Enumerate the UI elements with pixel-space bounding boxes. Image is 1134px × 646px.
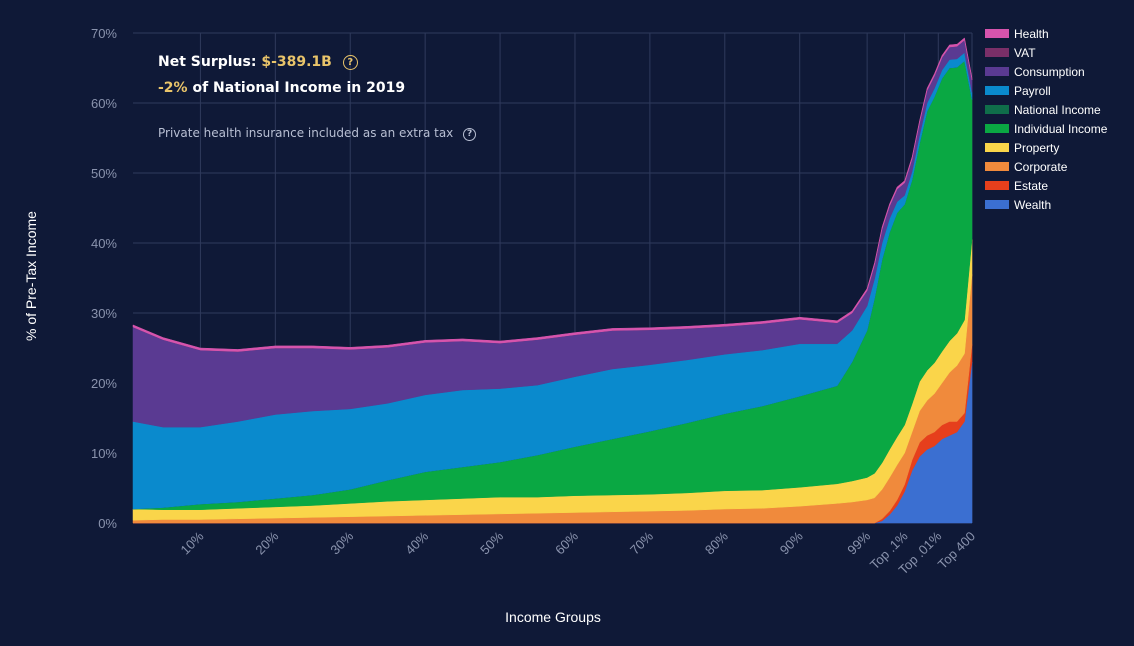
legend-swatch	[985, 29, 1009, 38]
health-insurance-note-text: Private health insurance included as an …	[158, 126, 454, 140]
net-surplus-value: $-389.1B	[261, 54, 332, 70]
legend-label: Payroll	[1014, 84, 1051, 98]
x-tick-label: 40%	[402, 528, 431, 557]
y-tick-label: 20%	[91, 376, 117, 391]
x-axis-title: Income Groups	[505, 609, 601, 625]
legend-swatch	[985, 67, 1009, 76]
y-tick-label: 40%	[91, 236, 117, 251]
x-tick-label: 30%	[327, 528, 356, 557]
national-income-pct: -2%	[158, 80, 188, 96]
net-surplus-label: Net Surplus:	[158, 54, 257, 70]
x-tick-label: 10%	[178, 528, 207, 557]
y-tick-label: 70%	[91, 26, 117, 41]
x-tick-label: 20%	[252, 528, 281, 557]
area-health[interactable]	[132, 37, 973, 352]
legend-item-individual-income[interactable]: Individual Income	[985, 122, 1108, 136]
legend-item-property[interactable]: Property	[985, 141, 1059, 155]
y-axis-title: % of Pre-Tax Income	[23, 211, 39, 341]
x-axis-ticks: 10% 20% 30% 40% 50% 60% 70% 80% 90% 99%Top .1%Top…	[178, 528, 979, 577]
y-tick-label: 0%	[98, 516, 117, 531]
legend-label: National Income	[1014, 103, 1101, 117]
legend-swatch	[985, 181, 1009, 190]
x-tick-label: 60%	[552, 528, 581, 557]
legend-label: Individual Income	[1014, 122, 1108, 136]
legend-item-payroll[interactable]: Payroll	[985, 84, 1051, 98]
legend-label: VAT	[1014, 46, 1036, 60]
x-tick-label: 70%	[627, 528, 656, 557]
legend-item-corporate[interactable]: Corporate	[985, 160, 1068, 174]
legend-label: Wealth	[1014, 198, 1051, 212]
legend-swatch	[985, 200, 1009, 209]
help-icon[interactable]: ?	[342, 55, 358, 70]
y-tick-label: 10%	[91, 446, 117, 461]
legend-swatch	[985, 162, 1009, 171]
y-tick-label: 60%	[91, 96, 117, 111]
help-icon[interactable]: ?	[463, 128, 477, 141]
x-tick-label: 90%	[777, 528, 806, 557]
y-axis-ticks: 0% 10% 20% 30% 40% 50% 60% 70%	[91, 26, 117, 531]
x-tick-label: 50%	[477, 528, 506, 557]
y-tick-label: 30%	[91, 306, 117, 321]
legend-label: Corporate	[1014, 160, 1068, 174]
national-income-line: -2% of National Income in 2019	[158, 80, 405, 96]
national-income-suffix: of National Income in 2019	[192, 80, 406, 96]
legend-swatch	[985, 105, 1009, 114]
legend-item-vat[interactable]: VAT	[985, 46, 1036, 60]
legend-item-estate[interactable]: Estate	[985, 179, 1048, 193]
y-tick-label: 50%	[91, 166, 117, 181]
legend-swatch	[985, 124, 1009, 133]
x-tick-label: Top 400	[935, 529, 978, 572]
legend-label: Health	[1014, 27, 1049, 41]
area-series-group	[132, 37, 973, 524]
legend-label: Property	[1014, 141, 1059, 155]
legend: Health VAT Consumption Payroll National Inco…	[985, 27, 1108, 212]
legend-swatch	[985, 86, 1009, 95]
legend-label: Consumption	[1014, 65, 1085, 79]
legend-item-health[interactable]: Health	[985, 27, 1049, 41]
x-tick-label: 80%	[702, 528, 731, 557]
legend-swatch	[985, 48, 1009, 57]
health-insurance-note: Private health insurance included as an …	[158, 126, 477, 141]
legend-item-consumption[interactable]: Consumption	[985, 65, 1085, 79]
x-tick-label: 99%	[844, 528, 873, 557]
legend-item-wealth[interactable]: Wealth	[985, 198, 1051, 212]
legend-label: Estate	[1014, 179, 1048, 193]
legend-swatch	[985, 143, 1009, 152]
net-surplus-line: Net Surplus: $-389.1B ?	[158, 54, 358, 70]
legend-item-national-income[interactable]: National Income	[985, 103, 1101, 117]
